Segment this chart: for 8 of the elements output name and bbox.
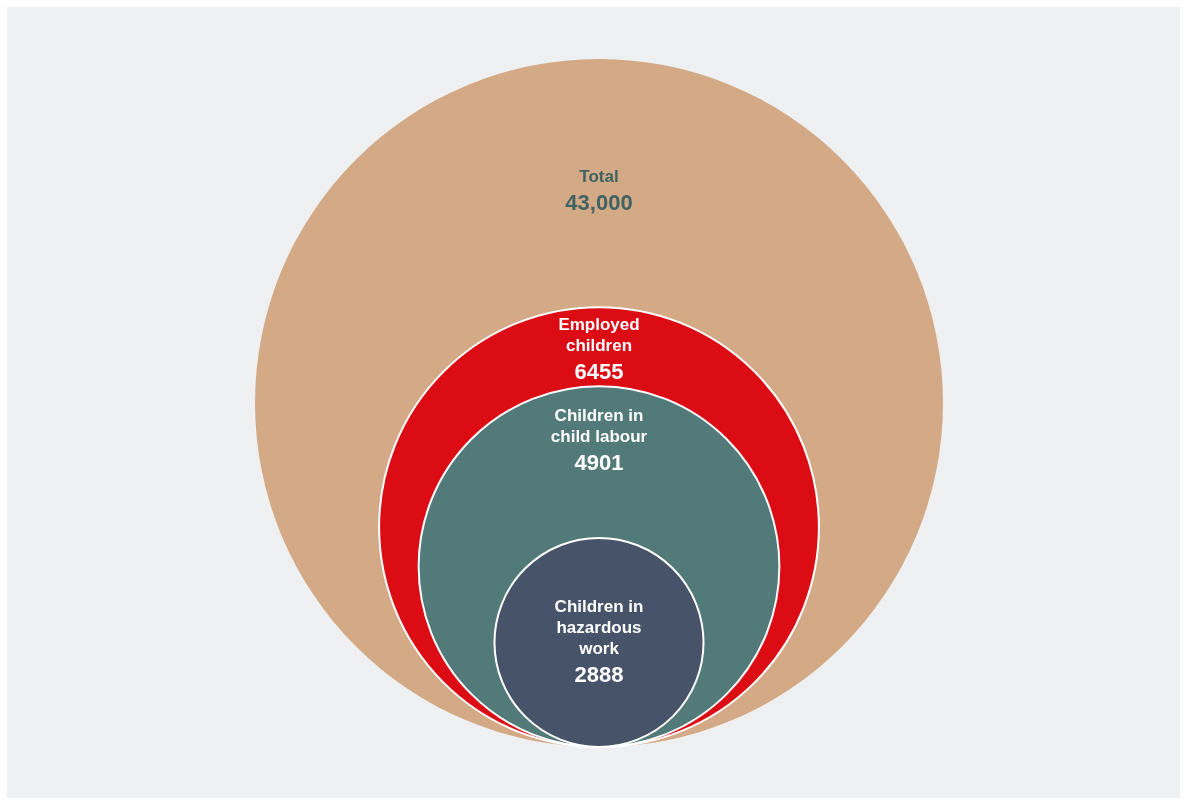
- category-label: Children in child labour: [550, 405, 648, 446]
- category-label: Total: [579, 166, 619, 186]
- data-label: 43,000: [565, 190, 633, 216]
- category-label: Children in hazardous work: [554, 596, 644, 658]
- category-label: Employed children: [558, 314, 640, 355]
- data-label: 6455: [574, 359, 624, 385]
- data-label: 4901: [574, 450, 624, 476]
- data-label: 2888: [574, 662, 624, 688]
